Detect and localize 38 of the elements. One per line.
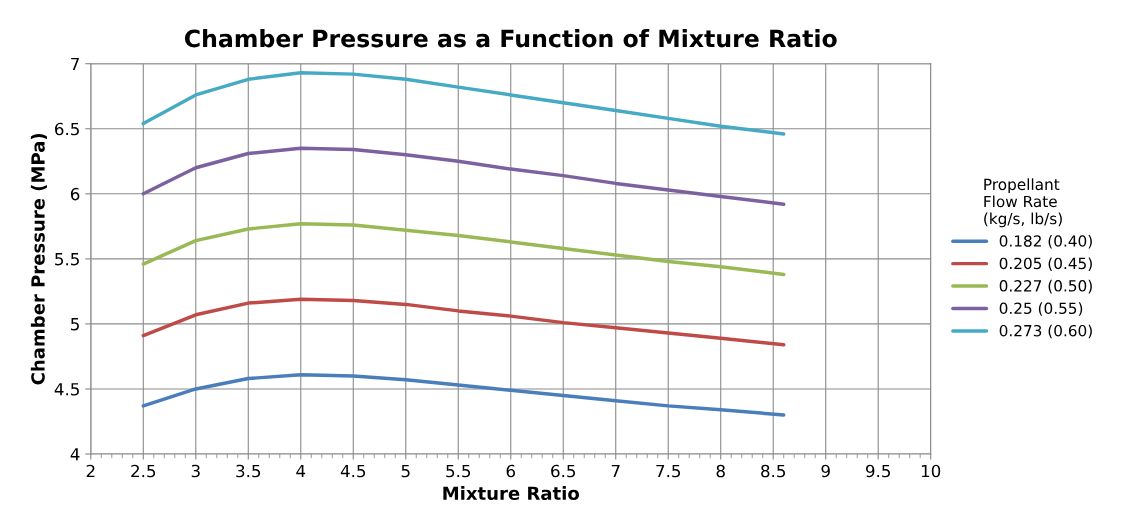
- line-series: [141, 71, 786, 136]
- x-tick-label: 9: [821, 464, 830, 478]
- x-tick-label: 6: [506, 464, 515, 478]
- y-tick-label: 4.5: [54, 383, 79, 396]
- x-tick-label: 3.5: [236, 464, 261, 478]
- x-tick-label: 4.5: [340, 464, 366, 478]
- y-tick-label: 6: [70, 187, 80, 201]
- line-series: [141, 146, 786, 206]
- x-tick-label: 8.5: [761, 464, 786, 478]
- y-tick-label: 5: [71, 318, 79, 331]
- y-tick-label: 6.5: [55, 122, 79, 136]
- x-tick-label: 7: [611, 464, 620, 478]
- y-tick-label: 7: [71, 57, 79, 71]
- x-tick-label: 8: [716, 464, 725, 478]
- legend-title: Propellant Flow Rate (kg/s, lb/s): [984, 178, 1062, 228]
- x-axis-title: Mixture Ratio: [443, 486, 579, 501]
- x-tick-label: 2.5: [131, 464, 156, 478]
- x-tick-label: 7.5: [656, 464, 681, 478]
- y-tick-label: 5.5: [55, 253, 79, 266]
- x-tick-label: 4: [296, 464, 306, 478]
- x-tick-label: 2: [86, 464, 95, 478]
- x-tick-label: 3: [191, 464, 200, 478]
- y-tick-label: 4: [70, 448, 80, 461]
- line-series: [141, 372, 786, 417]
- x-tick-label: 5: [401, 464, 410, 478]
- line-series: [141, 222, 786, 277]
- x-tick-label: 6.5: [551, 464, 576, 478]
- legend-label: 0.205 (0.45): [999, 257, 1092, 271]
- legend-label: 0.25 (0.55): [999, 302, 1083, 316]
- legend-label: 0.182 (0.40): [999, 234, 1092, 249]
- chart-title: Chamber Pressure as a Function of Mixture Ratio: [184, 29, 837, 48]
- legend-label: 0.227 (0.50): [999, 279, 1092, 294]
- y-axis-title: Chamber Pressure (MPa): [30, 133, 47, 385]
- line-series: [141, 297, 786, 347]
- x-tick-label: 5.5: [446, 464, 471, 478]
- x-tick-label: 9.5: [866, 464, 890, 478]
- x-tick-label: 10: [921, 464, 941, 478]
- legend-label: 0.273 (0.60): [999, 324, 1092, 339]
